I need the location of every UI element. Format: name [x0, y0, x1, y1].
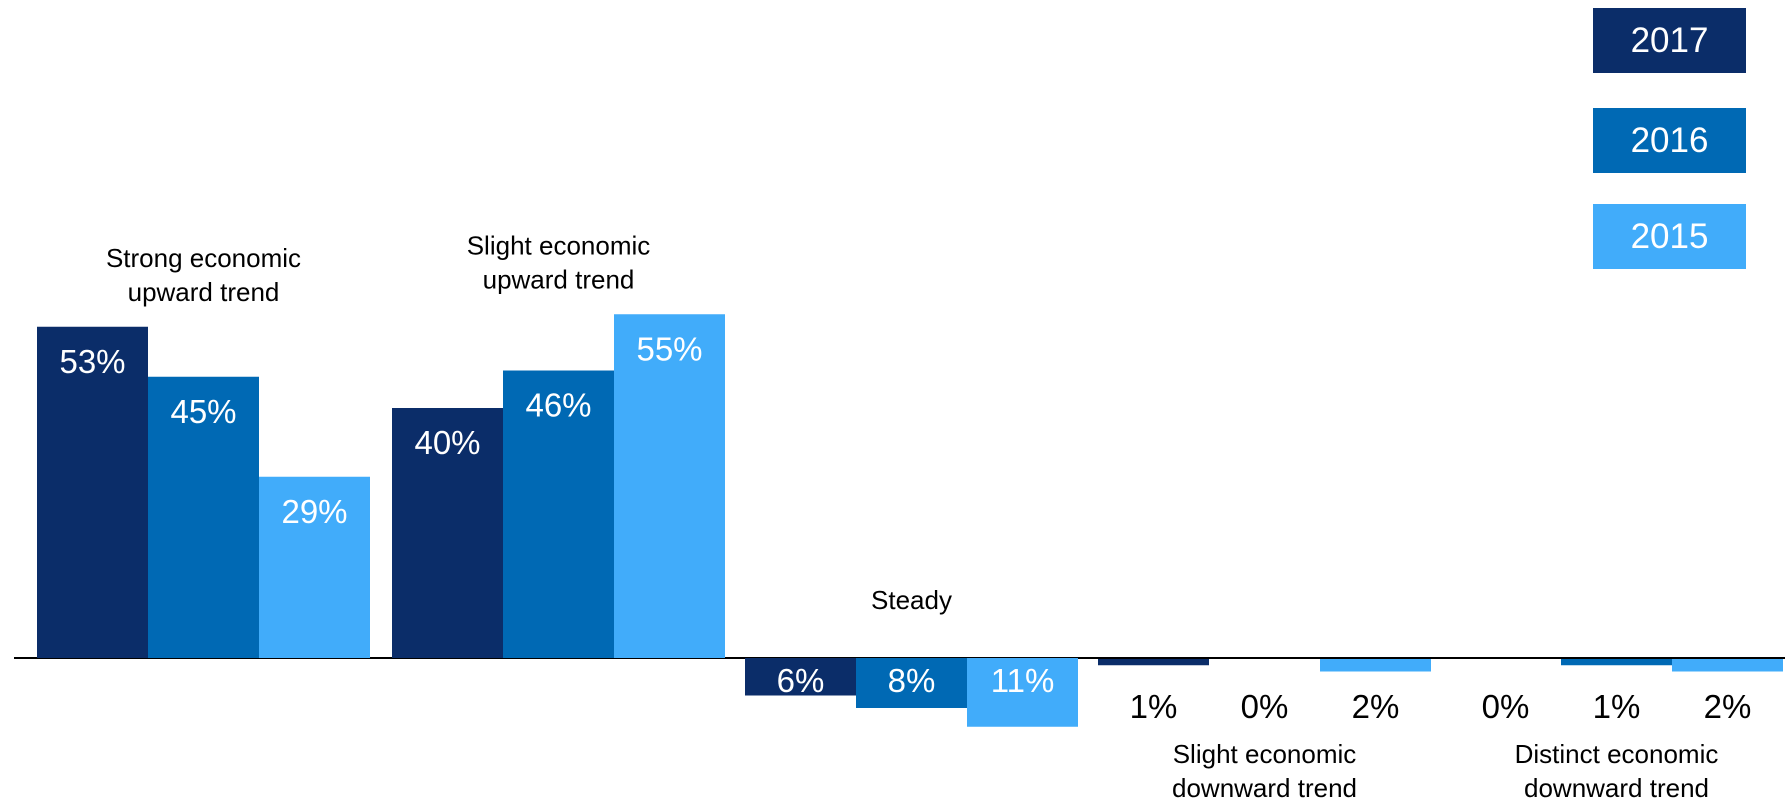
- bar-2016-5: [1561, 659, 1672, 666]
- value-label-2015-5: 2%: [1704, 688, 1752, 725]
- value-label-2015-4: 2%: [1352, 688, 1400, 725]
- value-label-2016-4: 0%: [1241, 688, 1289, 725]
- value-label-2016-5: 1%: [1593, 688, 1641, 725]
- category-label-4: Slight economic downward trend: [1172, 739, 1357, 803]
- value-label-2016-1: 45%: [170, 393, 236, 430]
- value-label-2016-2: 46%: [525, 387, 591, 424]
- bar-2015-4: [1320, 659, 1431, 672]
- value-label-2016-3: 8%: [888, 662, 936, 699]
- value-label-2017-1: 53%: [59, 343, 125, 380]
- category-label-3: Steady: [871, 585, 952, 615]
- category-label-5: Distinct economic downward trend: [1515, 739, 1719, 803]
- bar-2017-2: [392, 408, 503, 658]
- value-label-2015-3: 11%: [991, 662, 1055, 699]
- value-label-2017-5: 0%: [1482, 688, 1530, 725]
- bar-2015-1: [259, 476, 370, 658]
- legend-item-2017: 2017: [1593, 8, 1746, 73]
- legend-item-2016: 2016: [1593, 108, 1746, 173]
- bar-2017-3: [745, 658, 856, 696]
- legend-item-2015: 2015: [1593, 204, 1746, 269]
- bar-2016-2: [503, 370, 614, 658]
- bar-2015-3: [967, 658, 1078, 727]
- value-label-2015-2: 55%: [636, 330, 702, 367]
- bar-2015-5: [1672, 659, 1783, 672]
- value-label-2017-2: 40%: [414, 424, 480, 461]
- bar-2016-3: [856, 658, 967, 708]
- bar-2015-2: [614, 314, 725, 658]
- bar-2016-1: [148, 376, 259, 658]
- value-label-2017-3: 6%: [777, 662, 825, 699]
- bar-2017-1: [37, 326, 148, 658]
- category-label-2: Slight economic upward trend: [467, 230, 651, 294]
- bar-2017-4: [1098, 659, 1209, 666]
- value-label-2015-1: 29%: [281, 493, 347, 530]
- category-label-1: Strong economic upward trend: [106, 243, 301, 307]
- value-label-2017-4: 1%: [1130, 688, 1178, 725]
